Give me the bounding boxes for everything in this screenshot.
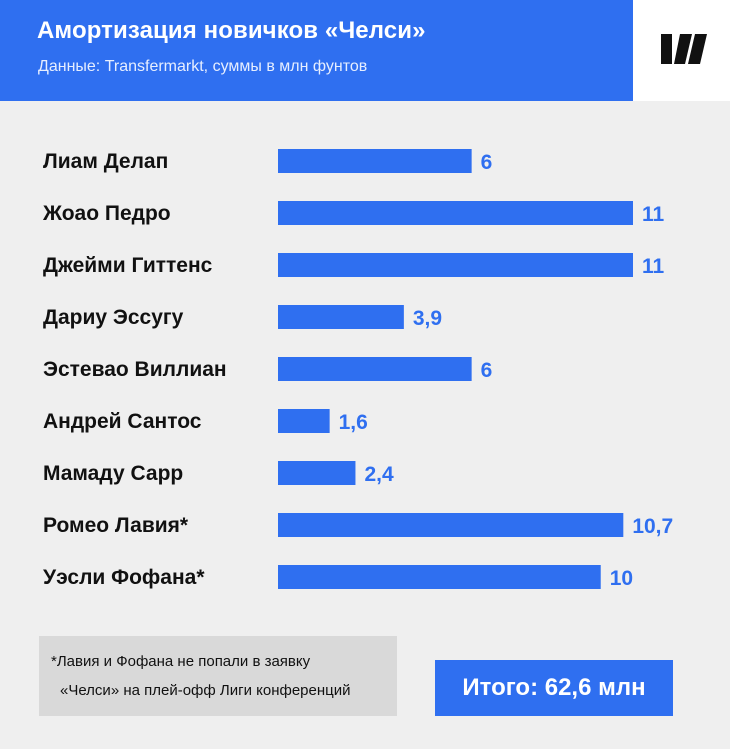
bar-chart: Лиам Делап 6 Жоао Педро 11 Джейми Гиттенс 11 Д… — [42, 149, 673, 590]
value-label: 11 — [642, 255, 665, 278]
category-label: Жоао Педро — [42, 202, 171, 225]
category-label: Джейми Гиттенс — [43, 254, 213, 277]
footnote-line-2: «Челси» на плей-офф Лиги конференций — [60, 682, 351, 699]
logo-box — [633, 0, 730, 101]
value-label: 6 — [481, 151, 493, 174]
footnote-box: *Лавия и Фофана не попали в заявку «Челс… — [39, 636, 397, 716]
value-label: 6 — [481, 359, 493, 382]
value-label: 2,4 — [364, 463, 394, 486]
category-label: Лиам Делап — [43, 150, 168, 173]
value-label: 10,7 — [632, 515, 673, 538]
value-label: 1,6 — [339, 411, 368, 434]
chart-title: Амортизация новичков «Челси» — [37, 17, 426, 44]
category-label: Уэсли Фофана* — [43, 566, 205, 589]
bar — [278, 201, 633, 225]
category-label: Андрей Сантос — [43, 410, 202, 433]
total-badge: Итого: 62,6 млн — [435, 660, 673, 716]
footnote-line-1: *Лавия и Фофана не попали в заявку — [51, 653, 311, 670]
category-label: Эстевао Виллиан — [43, 358, 227, 381]
category-label: Дариу Эссугу — [43, 306, 184, 329]
value-label: 3,9 — [413, 307, 442, 330]
brand-logo-icon — [661, 34, 707, 64]
category-label: Мамаду Сарр — [43, 462, 183, 485]
bar — [278, 565, 601, 589]
bar — [278, 409, 330, 433]
header-banner: Амортизация новичков «Челси» Данные: Tra… — [0, 0, 633, 101]
chart-subtitle: Данные: Transfermarkt, суммы в млн фунто… — [38, 58, 368, 75]
bar — [278, 305, 404, 329]
value-label: 10 — [610, 567, 633, 590]
value-label: 11 — [642, 203, 665, 226]
category-label: Ромео Лавия* — [43, 514, 189, 537]
bar — [278, 357, 472, 381]
bar — [278, 149, 472, 173]
bar — [278, 513, 624, 537]
bar — [278, 461, 356, 485]
bar — [278, 253, 633, 277]
